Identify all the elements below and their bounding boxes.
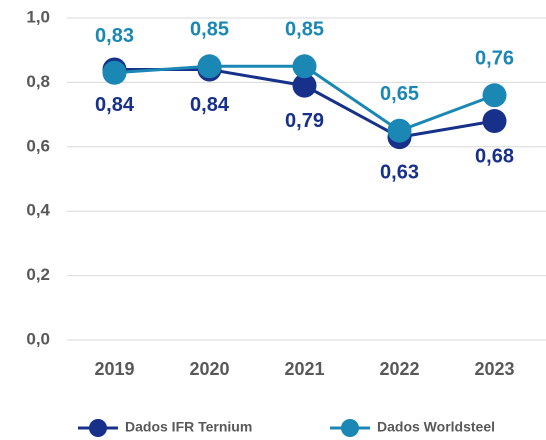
legend-marker [89,419,107,437]
legend-label: Dados Worldsteel [377,419,495,435]
y-tick-label: 0,0 [26,329,50,348]
x-tick-label: 2023 [474,359,514,379]
x-tick-label: 2019 [94,359,134,379]
y-tick-label: 0,6 [26,136,50,155]
data-label: 0,85 [285,19,324,41]
data-label: 0,76 [475,48,514,70]
y-tick-label: 0,8 [26,72,50,91]
legend-label: Dados IFR Ternium [125,419,252,435]
x-tick-label: 2021 [284,359,324,379]
data-label: 0,65 [380,83,419,105]
point [387,118,412,143]
data-label: 0,68 [475,145,514,167]
x-tick-label: 2020 [189,359,229,379]
data-label: 0,84 [190,94,230,116]
data-label: 0,79 [285,110,324,132]
y-tick-label: 0,4 [26,201,50,220]
legend-marker [341,419,359,437]
x-tick-label: 2022 [379,359,419,379]
data-label: 0,85 [190,19,229,41]
point [292,54,317,79]
y-tick-label: 0,2 [26,265,50,284]
data-label: 0,84 [95,94,135,116]
point [482,83,507,108]
data-label: 0,83 [95,25,134,47]
point [292,73,317,98]
point [102,60,127,85]
point [197,54,222,79]
point [482,109,507,134]
y-tick-label: 1,0 [26,7,50,26]
data-label: 0,63 [380,161,419,183]
